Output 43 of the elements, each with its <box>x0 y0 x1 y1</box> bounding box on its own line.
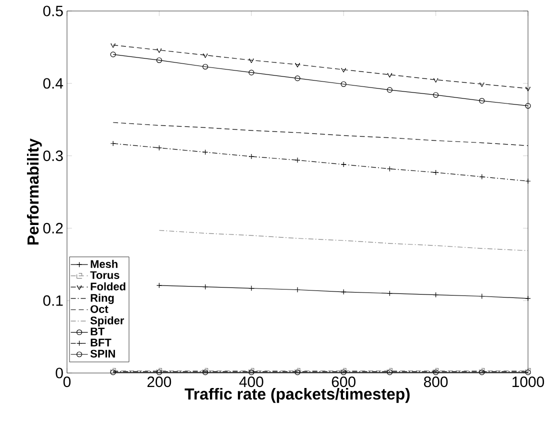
point <box>341 68 346 72</box>
point <box>340 81 346 87</box>
point <box>294 76 300 82</box>
x-tick-label: 1000 <box>512 376 544 388</box>
x-tick-label: 600 <box>332 376 356 388</box>
point <box>386 166 392 172</box>
y-tick-label: 0.2 <box>43 222 63 234</box>
point <box>202 64 208 70</box>
legend-label: Torus <box>90 271 120 279</box>
point <box>386 87 392 93</box>
legend-label: BT <box>90 328 105 336</box>
x-tick-label: 800 <box>424 376 448 388</box>
point <box>248 58 254 64</box>
legend-label: Spider <box>90 316 124 327</box>
point <box>248 70 254 76</box>
point <box>156 48 162 53</box>
x-axis-title: Traffic rate (packets/timestep) <box>184 388 410 403</box>
line-series <box>158 230 528 251</box>
point <box>433 92 439 98</box>
legend-label: Oct <box>90 305 108 313</box>
x-tick-label: 400 <box>239 376 264 388</box>
y-tick-label: 0.4 <box>43 78 64 89</box>
y-tick-label: 0.5 <box>43 6 63 16</box>
point <box>340 289 346 295</box>
x-tick-label: 0 <box>63 376 71 388</box>
legend-label: SPIN <box>90 350 115 358</box>
y-axis-title: Performability <box>26 138 42 245</box>
point <box>479 98 485 104</box>
legend-label: Folded <box>90 282 126 290</box>
x-tick-label: 200 <box>147 376 172 388</box>
point <box>479 82 484 87</box>
point <box>156 57 162 64</box>
legend-label: BFT <box>90 338 112 346</box>
point <box>202 54 208 58</box>
y-tick-label: 0.1 <box>43 295 63 306</box>
point <box>156 145 162 151</box>
point <box>387 73 392 78</box>
legend-label: Ring <box>90 294 114 304</box>
point <box>295 63 300 68</box>
point <box>433 78 438 83</box>
y-tick-label: 0 <box>56 368 63 378</box>
y-tick-label: 0.3 <box>43 150 63 162</box>
legend-label: Mesh <box>90 260 118 268</box>
